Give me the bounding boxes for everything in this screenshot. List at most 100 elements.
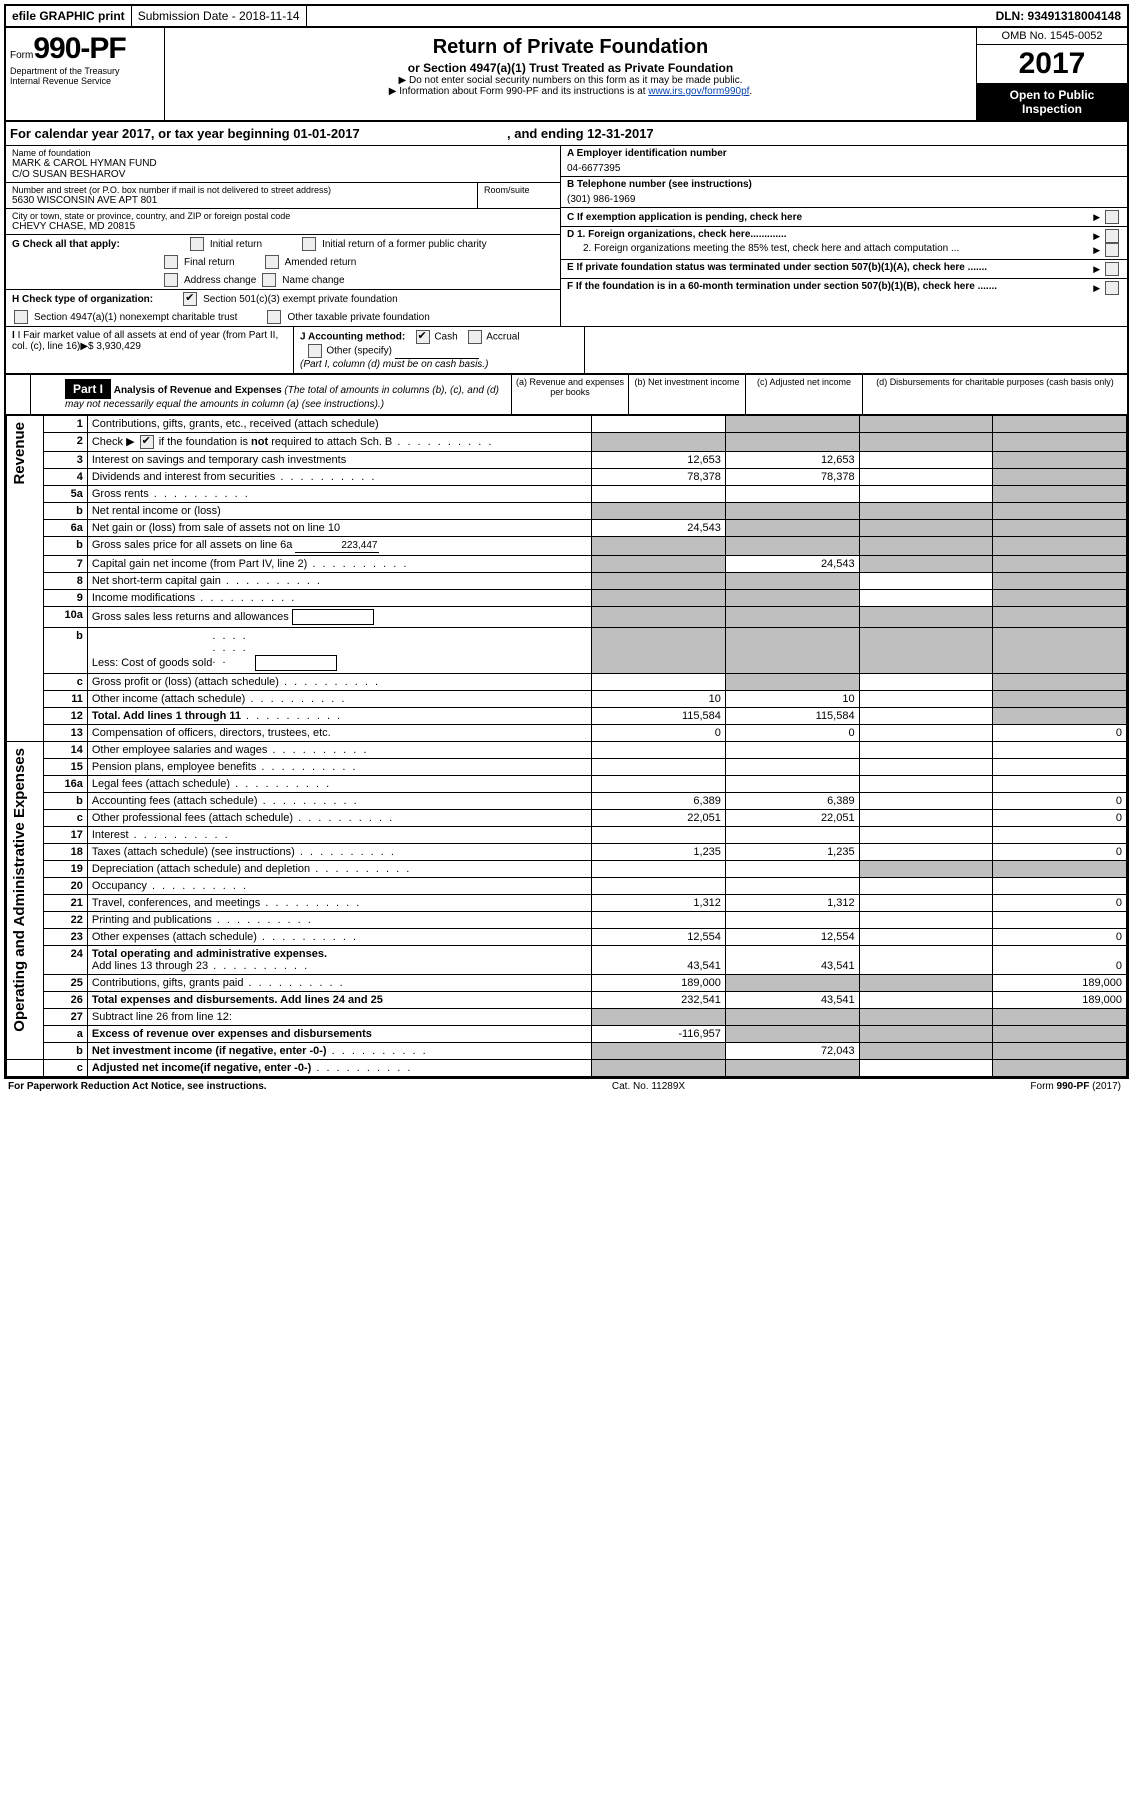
address-row: Number and street (or P.O. box number if… [6, 183, 561, 209]
page-footer: For Paperwork Reduction Act Notice, see … [4, 1079, 1125, 1094]
efile-label[interactable]: efile GRAPHIC print [6, 6, 132, 26]
expenses-label: Operating and Administrative Expenses [11, 744, 28, 1036]
row-1: Revenue 1Contributions, gifts, grants, e… [7, 415, 1127, 432]
part1-tag: Part I [65, 379, 111, 399]
chk-d2[interactable] [1105, 243, 1119, 257]
fmv-row: I I Fair market value of all assets at e… [6, 327, 1127, 375]
row-19: 19Depreciation (attach schedule) and dep… [7, 860, 1127, 877]
chk-accrual[interactable] [468, 330, 482, 344]
row-16c: cOther professional fees (attach schedul… [7, 809, 1127, 826]
section-j: J Accounting method: Cash Accrual Other … [294, 327, 585, 373]
info-right: A Employer identification number 04-6677… [561, 146, 1127, 326]
footer-left: For Paperwork Reduction Act Notice, see … [8, 1081, 267, 1092]
revenue-label: Revenue [11, 418, 28, 489]
row-12: 12Total. Add lines 1 through 11115,58411… [7, 707, 1127, 724]
row-4: 4Dividends and interest from securities7… [7, 468, 1127, 485]
chk-initial-return[interactable] [190, 237, 204, 251]
calendar-year-row: For calendar year 2017, or tax year begi… [6, 122, 1127, 146]
row-14: Operating and Administrative Expenses 14… [7, 741, 1127, 758]
info-left: Name of foundation MARK & CAROL HYMAN FU… [6, 146, 561, 326]
foundation-name1: MARK & CAROL HYMAN FUND [12, 158, 554, 169]
dept1: Department of the Treasury [10, 66, 160, 76]
row-3: 3Interest on savings and temporary cash … [7, 451, 1127, 468]
form-container: efile GRAPHIC print Submission Date - 20… [4, 4, 1129, 1079]
row-27c: cAdjusted net income(if negative, enter … [7, 1059, 1127, 1076]
chk-other-method[interactable] [308, 344, 322, 358]
row-26: 26Total expenses and disbursements. Add … [7, 991, 1127, 1008]
col-a-hdr: (a) Revenue and expenses per books [511, 375, 628, 414]
foundation-name-cell: Name of foundation MARK & CAROL HYMAN FU… [6, 146, 561, 183]
row-16a: 16aLegal fees (attach schedule) [7, 775, 1127, 792]
header-mid: Return of Private Foundation or Section … [165, 28, 977, 120]
gross-sales-input[interactable] [295, 539, 379, 553]
col-b-hdr: (b) Net investment income [628, 375, 745, 414]
form-number: 990-PF [33, 32, 125, 65]
top-bar: efile GRAPHIC print Submission Date - 20… [6, 6, 1127, 28]
row-27b: bNet investment income (if negative, ent… [7, 1042, 1127, 1059]
row-22: 22Printing and publications [7, 911, 1127, 928]
year-begin: 01-01-2017 [293, 126, 360, 141]
chk-name-change[interactable] [262, 273, 276, 287]
ein-cell: A Employer identification number 04-6677… [561, 146, 1127, 177]
section-g: G Check all that apply: Initial return I… [6, 235, 561, 290]
section-e: E If private foundation status was termi… [561, 260, 1127, 279]
omb-number: OMB No. 1545-0052 [977, 28, 1127, 45]
chk-c[interactable] [1105, 210, 1119, 224]
chk-final[interactable] [164, 255, 178, 269]
section-f: F If the foundation is in a 60-month ter… [561, 279, 1127, 297]
row-15: 15Pension plans, employee benefits [7, 758, 1127, 775]
city-cell: City or town, state or province, country… [6, 209, 561, 235]
row-24: 24Total operating and administrative exp… [7, 945, 1127, 974]
tel-value: (301) 986-1969 [567, 190, 1121, 205]
ein-value: 04-6677395 [567, 159, 1121, 174]
row-10c: cGross profit or (loss) (attach schedule… [7, 673, 1127, 690]
footer-mid: Cat. No. 11289X [612, 1081, 685, 1092]
row-5a: 5aGross rents [7, 485, 1127, 502]
header-left: Form990-PF Department of the Treasury In… [6, 28, 165, 120]
chk-cash[interactable] [416, 330, 430, 344]
form-subtitle: or Section 4947(a)(1) Trust Treated as P… [171, 61, 970, 75]
info-section: Name of foundation MARK & CAROL HYMAN FU… [6, 146, 1127, 327]
chk-4947[interactable] [14, 310, 28, 324]
footer-right: Form 990-PF (2017) [1030, 1081, 1121, 1092]
g-label: G Check all that apply: [12, 239, 120, 250]
submission-date: Submission Date - 2018-11-14 [132, 6, 307, 26]
row-23: 23Other expenses (attach schedule)12,554… [7, 928, 1127, 945]
irs-link[interactable]: www.irs.gov/form990pf [648, 86, 749, 97]
section-d: D 1. Foreign organizations, check here..… [561, 227, 1127, 260]
row-6a: 6aNet gain or (loss) from sale of assets… [7, 519, 1127, 536]
street-address: 5630 WISCONSIN AVE APT 801 [12, 195, 471, 206]
fmv-value: 3,930,429 [96, 341, 141, 352]
chk-address-change[interactable] [164, 273, 178, 287]
chk-amended[interactable] [265, 255, 279, 269]
chk-schb[interactable] [140, 435, 154, 449]
chk-501c3[interactable] [183, 292, 197, 306]
chk-e[interactable] [1105, 262, 1119, 276]
tel-cell: B Telephone number (see instructions) (3… [561, 177, 1127, 208]
col-d-hdr: (d) Disbursements for charitable purpose… [862, 375, 1127, 414]
header: Form990-PF Department of the Treasury In… [6, 28, 1127, 122]
section-h: H Check type of organization: Section 50… [6, 290, 561, 326]
row-2: 2Check ▶ if the foundation is not requir… [7, 432, 1127, 451]
row-10a: 10aGross sales less returns and allowanc… [7, 606, 1127, 627]
row-9: 9Income modifications [7, 589, 1127, 606]
chk-other-taxable[interactable] [267, 310, 281, 324]
row-13: 13Compensation of officers, directors, t… [7, 724, 1127, 741]
row-17: 17Interest [7, 826, 1127, 843]
tax-year: 2017 [977, 45, 1127, 84]
row-18: 18Taxes (attach schedule) (see instructi… [7, 843, 1127, 860]
row-27: 27Subtract line 26 from line 12: [7, 1008, 1127, 1025]
dln: DLN: 93491318004148 [990, 6, 1127, 26]
chk-f[interactable] [1105, 281, 1119, 295]
chk-d1[interactable] [1105, 229, 1119, 243]
other-specify-input[interactable] [395, 345, 479, 359]
part1-header-row: Part I Analysis of Revenue and Expenses … [6, 375, 1127, 415]
header-right: OMB No. 1545-0052 2017 Open to Public In… [977, 28, 1127, 120]
row-10b: bLess: Cost of goods sold [7, 627, 1127, 673]
city-state-zip: CHEVY CHASE, MD 20815 [12, 221, 554, 232]
chk-initial-public[interactable] [302, 237, 316, 251]
row-7: 7Capital gain net income (from Part IV, … [7, 555, 1127, 572]
row-5b: bNet rental income or (loss) [7, 502, 1127, 519]
year-end: 12-31-2017 [587, 126, 654, 141]
row-27a: aExcess of revenue over expenses and dis… [7, 1025, 1127, 1042]
